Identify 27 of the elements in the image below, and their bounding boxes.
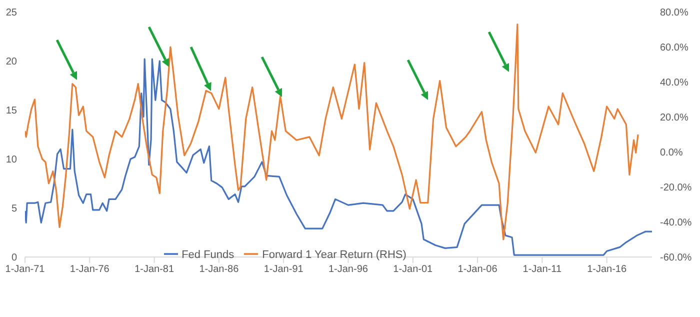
x-tick-label: 1-Jan-81 xyxy=(134,264,174,276)
y-tick-label: 20 xyxy=(6,56,18,68)
y2-tick-label: 40.0% xyxy=(660,78,688,89)
y-tick-label: 10 xyxy=(6,154,18,166)
x-tick-label: 1-Jan-01 xyxy=(393,264,434,276)
y2-tick-label: -20.0% xyxy=(660,182,692,194)
y2-tick-label: 60.0% xyxy=(660,42,688,54)
y-tick-label: 15 xyxy=(6,106,18,117)
x-tick-label: 1-Jan-71 xyxy=(5,264,46,276)
line-series xyxy=(25,23,639,240)
y2-tick-label: 20.0% xyxy=(660,112,688,124)
legend-label: Forward 1 Year Return (RHS) xyxy=(262,249,406,261)
x-tick-label: 1-Jan-91 xyxy=(264,264,304,276)
x-tick-label: 1-Jan-16 xyxy=(587,264,627,276)
y2-tick-label: 80.0% xyxy=(660,8,688,19)
x-tick-label: 1-Jan-06 xyxy=(458,264,498,276)
x-tick-label: 1-Jan-86 xyxy=(199,264,240,276)
y-tick-label: 0 xyxy=(11,252,18,264)
x-tick-label: 1-Jan-11 xyxy=(522,264,562,276)
x-tick-label: 1-Jan-76 xyxy=(70,264,110,276)
x-tick-label: 1-Jan-96 xyxy=(328,264,368,276)
y-tick-label: 25 xyxy=(6,8,18,19)
y-tick-label: 5 xyxy=(11,204,18,215)
y2-tick-label: -40.0% xyxy=(660,218,692,229)
y2-tick-label: -60.0% xyxy=(660,252,692,264)
y2-tick-label: 0.0% xyxy=(660,148,683,159)
legend-label: Fed Funds xyxy=(182,249,234,261)
